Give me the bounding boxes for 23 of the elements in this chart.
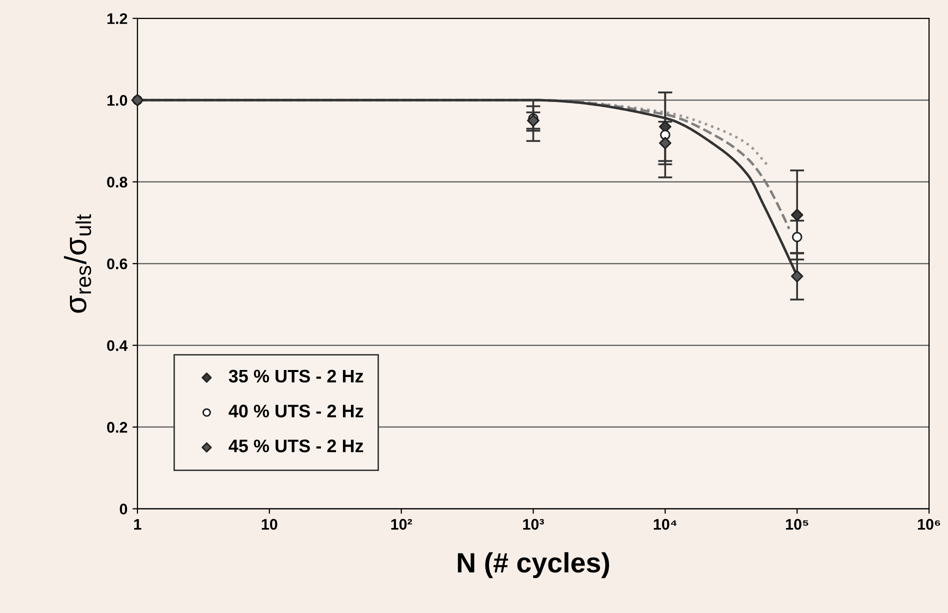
y-tick-label: 1.0 bbox=[107, 94, 128, 106]
point bbox=[792, 232, 802, 242]
point bbox=[790, 208, 804, 222]
x-tick-label: 10 bbox=[262, 518, 278, 530]
y-tick-label: 0.2 bbox=[107, 422, 128, 433]
y-axis-title: σ$_{res}$/σ$_{ult}$ bbox=[64, 214, 92, 313]
legend-label: 40 % UTS - 2 Hz bbox=[228, 404, 364, 418]
x-tick-label: 10⁶ bbox=[918, 518, 940, 530]
x-tick-label: 10⁴ bbox=[654, 518, 677, 530]
x-tick-label: 1 bbox=[134, 519, 142, 530]
legend-label: 45 % UTS - 2 Hz bbox=[228, 440, 364, 452]
point bbox=[790, 270, 804, 282]
point bbox=[659, 136, 672, 150]
y-tick-label: 0.4 bbox=[107, 340, 128, 352]
y-tick-label: 1.2 bbox=[107, 13, 128, 24]
x-tick-label: 10² bbox=[391, 518, 412, 530]
x-axis-title: N (# cycles) bbox=[458, 552, 610, 578]
y-tick-label: 0.8 bbox=[107, 176, 128, 188]
y-tick-label: 0 bbox=[120, 504, 128, 514]
x-tick-label: 10³ bbox=[523, 518, 544, 530]
x-tick-label: 10⁵ bbox=[786, 518, 808, 530]
legend-label: 35 % UTS - 2 Hz bbox=[228, 370, 364, 383]
y-tick-label: 0.6 bbox=[107, 258, 128, 270]
